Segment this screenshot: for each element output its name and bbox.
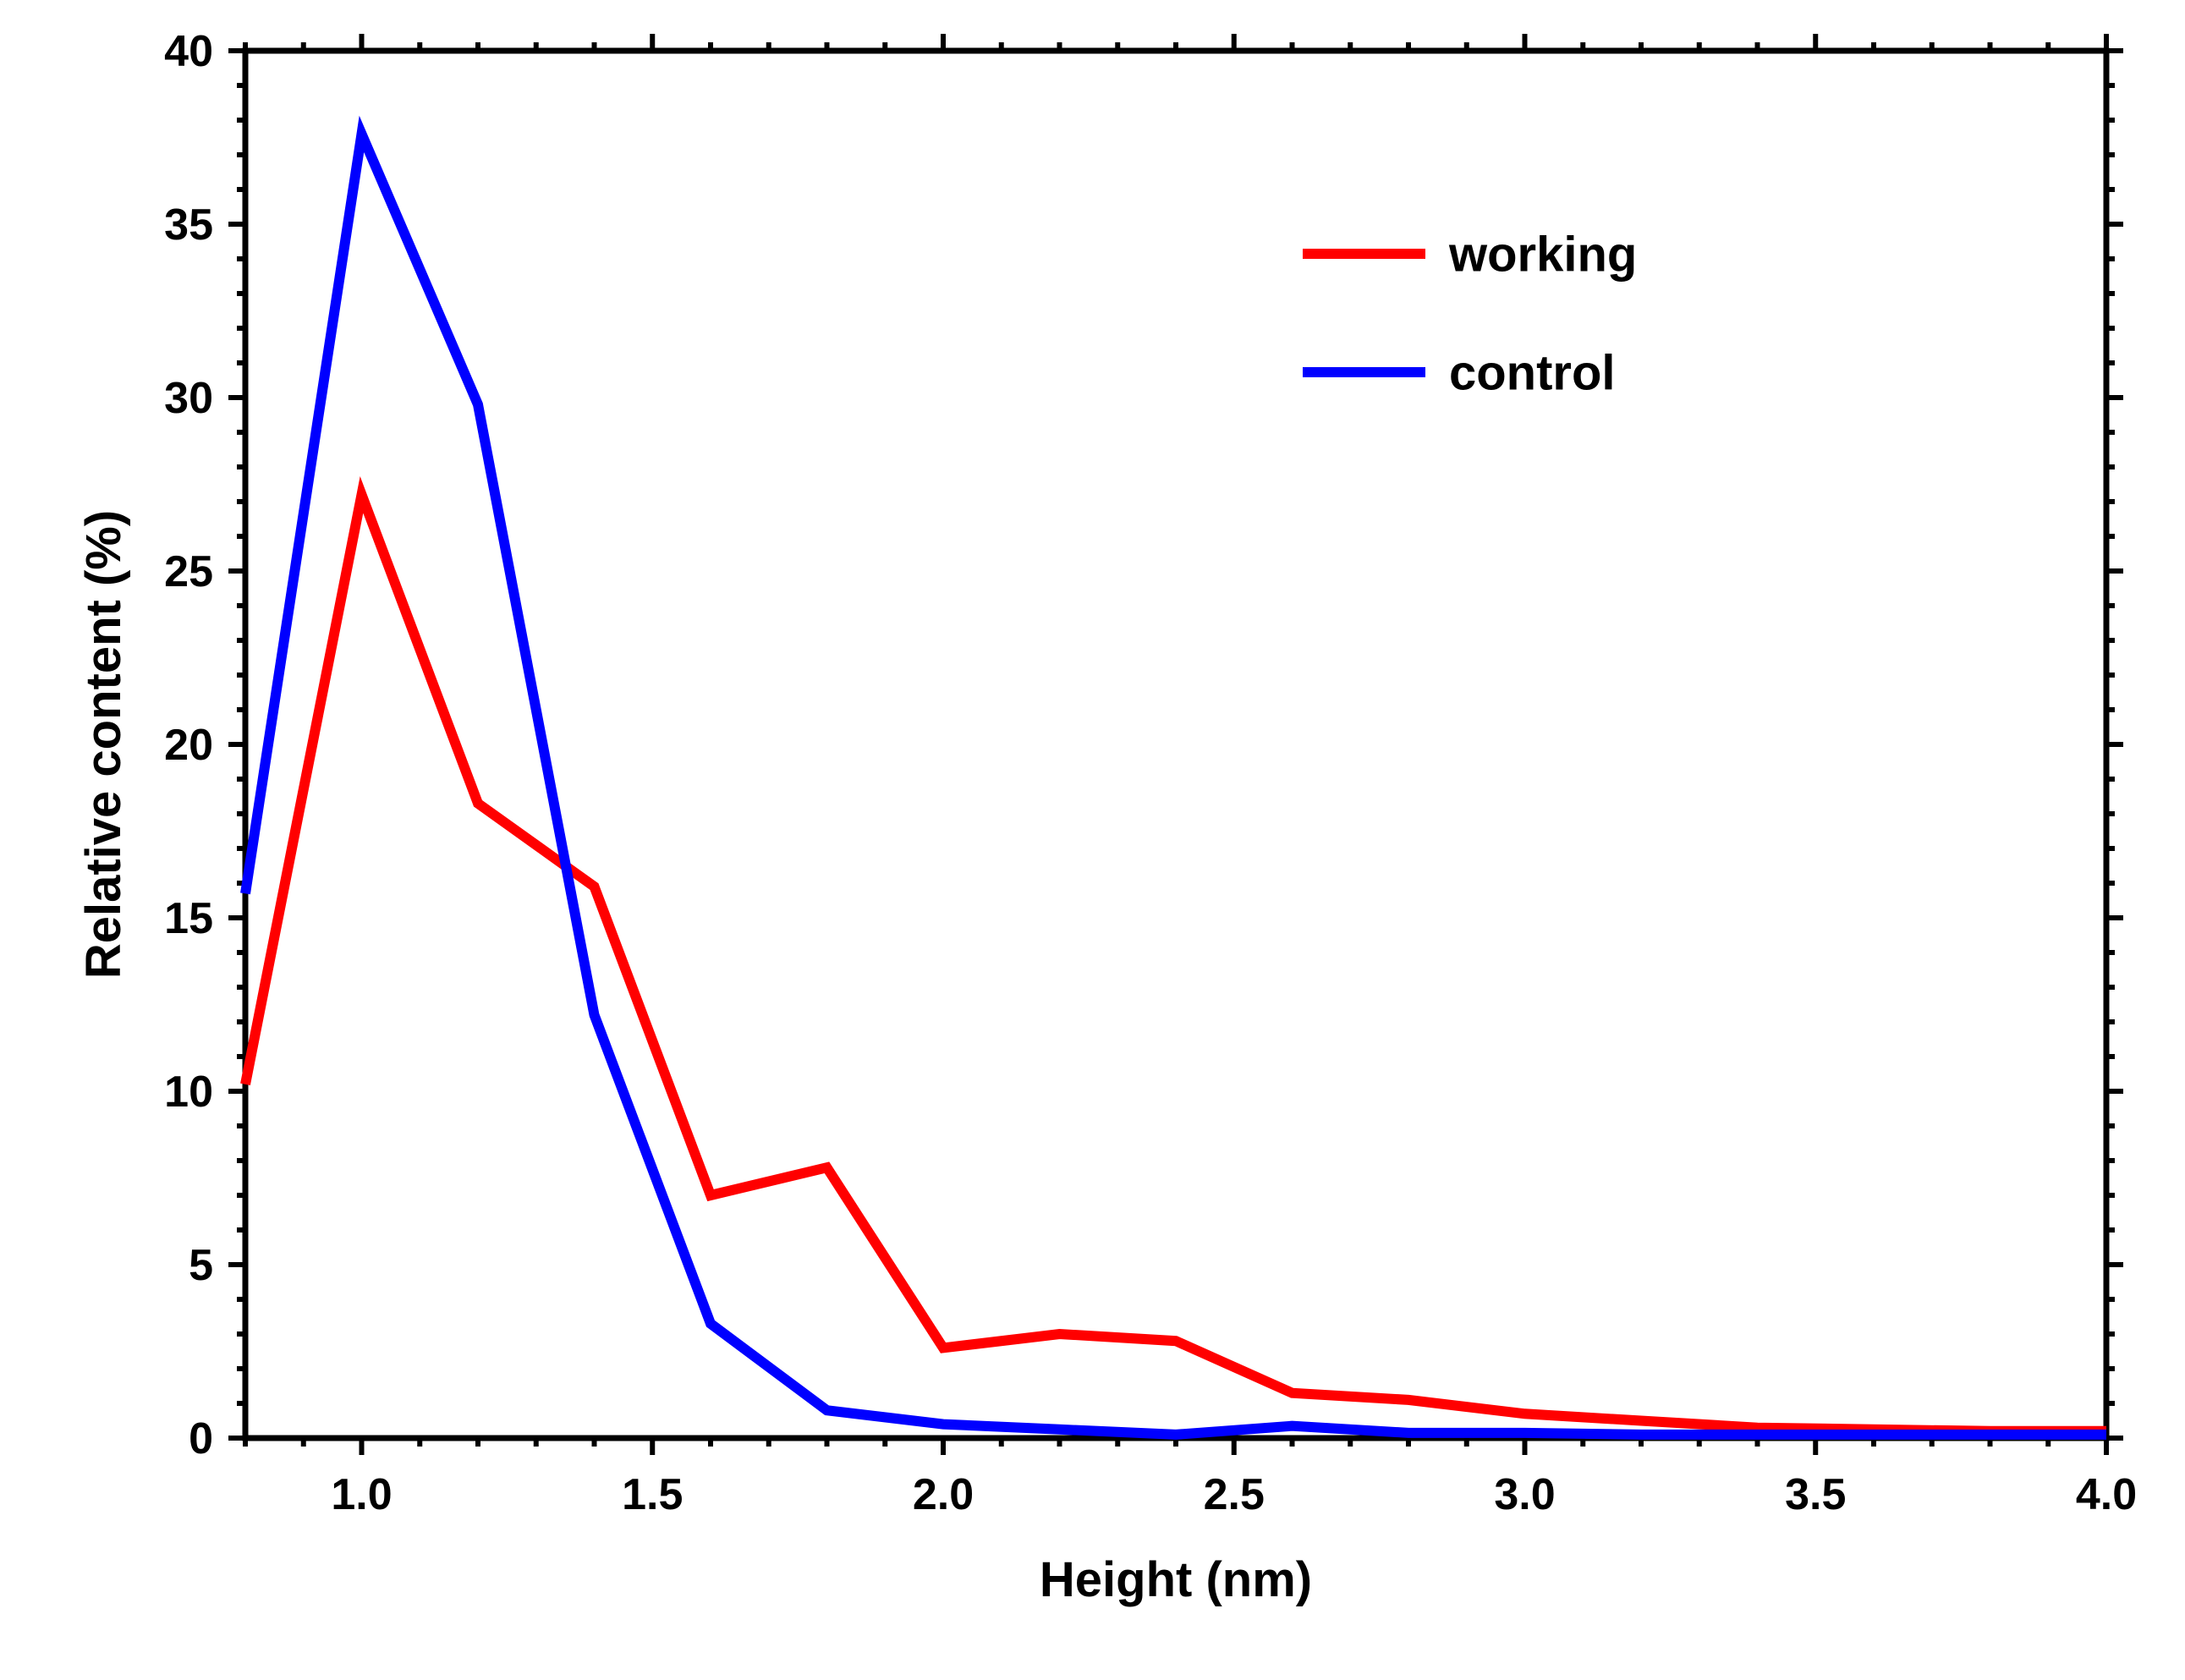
svg-text:10: 10 xyxy=(164,1068,213,1117)
svg-text:5: 5 xyxy=(189,1241,213,1290)
svg-text:20: 20 xyxy=(164,721,213,770)
svg-text:2.0: 2.0 xyxy=(913,1470,974,1519)
svg-text:25: 25 xyxy=(164,547,213,596)
svg-text:4.0: 4.0 xyxy=(2076,1470,2137,1519)
chart-svg: 1.0 1.5 2.0 2.5 3.0 3.5 4.0 Height (nm) 0 5 10 15 20… xyxy=(0,0,2185,1680)
svg-text:40: 40 xyxy=(164,27,213,76)
svg-text:2.5: 2.5 xyxy=(1204,1470,1265,1519)
y-axis-label: Relative content (%) xyxy=(76,510,131,979)
svg-text:30: 30 xyxy=(164,374,213,423)
svg-text:0: 0 xyxy=(189,1414,213,1463)
svg-text:35: 35 xyxy=(164,200,213,250)
legend-label-control: control xyxy=(1449,345,1616,400)
svg-text:15: 15 xyxy=(164,894,213,943)
svg-text:3.0: 3.0 xyxy=(1494,1470,1555,1519)
x-axis-label: Height (nm) xyxy=(1040,1552,1312,1607)
legend-label-working: working xyxy=(1448,227,1637,282)
line-chart: 1.0 1.5 2.0 2.5 3.0 3.5 4.0 Height (nm) 0 5 10 15 20… xyxy=(0,0,2185,1680)
svg-text:1.0: 1.0 xyxy=(331,1470,392,1519)
svg-text:1.5: 1.5 xyxy=(622,1470,683,1519)
svg-text:3.5: 3.5 xyxy=(1785,1470,1846,1519)
